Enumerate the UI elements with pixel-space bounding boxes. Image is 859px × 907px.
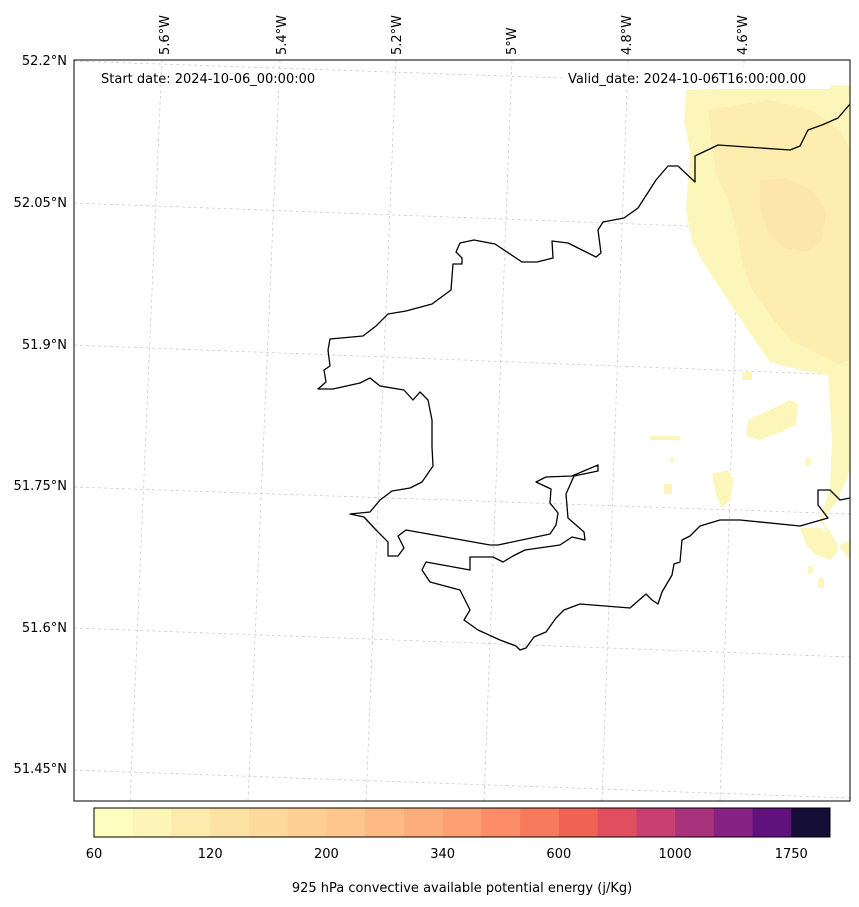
map-frame [73,59,851,802]
coastline [317,103,850,651]
cape-patch [746,400,798,440]
lon-tick-label: 4.6°W [736,15,751,55]
colorbar-frame [93,807,831,838]
colorbar-tick-label: 600 [546,847,571,862]
gridlines [74,60,850,801]
colorbar-swatch [326,808,366,837]
lon-tick-label: 5.4°W [275,15,290,55]
colorbar-swatch [210,808,250,837]
cape-patch [650,436,680,440]
colorbar-tick-label: 60 [86,847,103,862]
lon-gridline [365,60,397,801]
colorbar-swatch [675,808,715,837]
cape-patch [800,528,838,560]
colorbar-title: 925 hPa convective available potential e… [292,881,632,896]
colorbar-ticks: 60 120 200 340 600 1000 1750 [86,847,808,862]
cape-patch [808,566,813,573]
lat-tick-label: 51.75°N [14,479,67,494]
lat-tick-label: 51.45°N [14,762,67,777]
colorbar-swatch [248,808,289,837]
lon-gridline [129,60,163,801]
colorbar-tick-label: 340 [430,847,455,862]
cape-patch [670,458,674,462]
cape-region-upper [760,178,826,252]
colorbar-tick-label: 1000 [659,847,692,862]
cape-field [650,85,850,588]
lat-tick-label: 51.9°N [22,338,67,353]
lon-tick-label: 5.6°W [158,15,173,55]
lat-tick-label: 52.2°N [22,54,67,69]
colorbar-swatch [171,808,211,837]
colorbar-swatch [597,808,637,837]
colorbar-swatches [94,808,831,837]
valid-date-box [562,67,830,89]
lon-tick-label: 5.2°W [390,15,405,55]
cape-patch [806,458,811,466]
start-date-label: Start date: 2024-10-06_00:00:00 [101,72,315,87]
colorbar-swatch [713,808,754,837]
colorbar-swatch [558,808,599,837]
lat-tick-label: 52.05°N [14,196,67,211]
colorbar-tick-label: 120 [198,847,223,862]
colorbar-swatch [791,808,831,837]
colorbar-swatch [94,808,134,837]
cape-patch [818,578,824,588]
colorbar-swatch [636,808,676,837]
colorbar-swatch [365,808,405,837]
colorbar: 60 120 200 340 600 1000 1750 925 hPa convectiv… [86,807,831,896]
colorbar-swatch [132,808,172,837]
colorbar-tick-label: 1750 [775,847,808,862]
colorbar-tick-label: 200 [314,847,339,862]
lat-tick-label: 51.6°N [22,621,67,636]
cape-patch [742,372,752,380]
lon-tick-label: 4.8°W [620,15,635,55]
valid-date-label: Valid_date: 2024-10-06T16:00:00.00 [568,72,806,87]
colorbar-swatch [403,808,444,837]
cape-patch [664,484,672,494]
colorbar-swatch [287,808,327,837]
colorbar-swatch [442,808,482,837]
lon-tick-label: 5°W [505,27,520,55]
colorbar-swatch [752,808,792,837]
colorbar-swatch [481,808,521,837]
lon-gridline [247,60,281,801]
cape-patch [712,470,734,508]
colorbar-swatch [520,808,560,837]
